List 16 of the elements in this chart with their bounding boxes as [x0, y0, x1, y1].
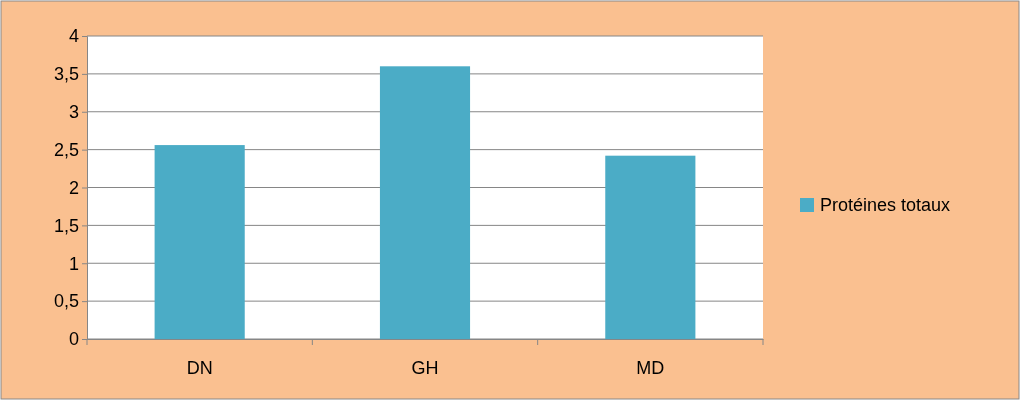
y-tick-label: 2,5	[53, 139, 79, 160]
y-tick-label: 0,5	[53, 291, 79, 312]
y-tick-label: 1,5	[53, 215, 79, 236]
x-tick-label: MD	[636, 357, 665, 378]
y-tick-label: 4	[68, 26, 79, 47]
x-tick-label: DN	[186, 357, 213, 378]
x-tick-label: GH	[411, 357, 439, 378]
bar	[154, 145, 245, 339]
y-tick-label: 3	[68, 102, 79, 123]
y-tick-label: 0	[68, 329, 79, 350]
legend-label: Protéines totaux	[820, 195, 951, 215]
bar	[379, 66, 471, 339]
y-tick-label: 1	[68, 253, 79, 274]
y-tick-label: 2	[68, 177, 79, 198]
bar	[605, 155, 696, 339]
y-tick-label: 3,5	[53, 64, 79, 85]
